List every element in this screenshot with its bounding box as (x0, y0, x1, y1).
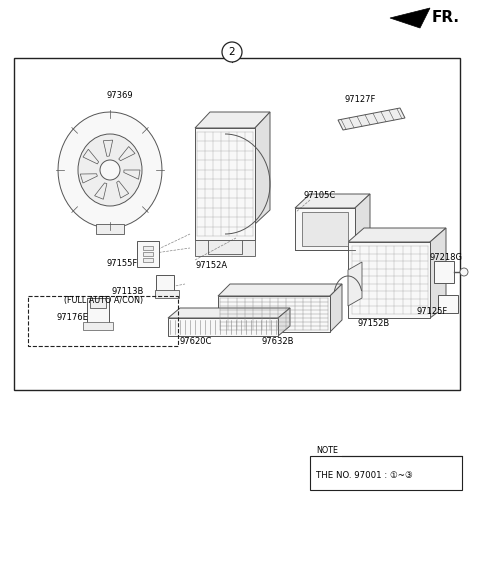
Polygon shape (80, 174, 97, 183)
Bar (156, 275, 174, 293)
Text: 97620C: 97620C (180, 338, 212, 347)
Text: 97105C: 97105C (304, 192, 336, 201)
Polygon shape (218, 284, 342, 296)
Text: 97218G: 97218G (430, 253, 463, 262)
Polygon shape (195, 128, 255, 240)
Polygon shape (168, 308, 290, 318)
Bar (87, 298, 109, 326)
Polygon shape (124, 170, 140, 179)
Text: THE NO. 97001 : ①~③: THE NO. 97001 : ①~③ (316, 470, 413, 479)
Polygon shape (168, 318, 278, 336)
Polygon shape (58, 112, 162, 228)
Polygon shape (195, 240, 255, 256)
Text: 97127F: 97127F (344, 96, 376, 105)
Polygon shape (117, 181, 129, 198)
Bar (96, 224, 124, 234)
Polygon shape (218, 296, 330, 332)
Bar (438, 295, 458, 313)
Polygon shape (338, 108, 405, 130)
Polygon shape (390, 8, 430, 28)
Text: 97176E: 97176E (56, 314, 88, 323)
Polygon shape (348, 228, 446, 242)
Bar (137, 241, 159, 267)
Ellipse shape (78, 134, 142, 206)
Polygon shape (95, 183, 107, 200)
Circle shape (222, 42, 242, 62)
Text: 2: 2 (228, 47, 235, 57)
Text: 97152A: 97152A (196, 261, 228, 270)
Circle shape (460, 268, 468, 276)
Text: 97632B: 97632B (262, 338, 294, 347)
Bar (83, 322, 113, 330)
Polygon shape (195, 112, 270, 128)
Bar (208, 240, 242, 254)
Circle shape (100, 160, 120, 180)
Text: 97152B: 97152B (358, 320, 390, 329)
Bar (155, 290, 179, 298)
Text: NOTE: NOTE (316, 446, 338, 455)
Text: 97369: 97369 (107, 92, 133, 101)
Polygon shape (278, 308, 290, 336)
Polygon shape (295, 208, 355, 250)
Text: 97125F: 97125F (416, 307, 448, 316)
Bar (143, 252, 153, 256)
Polygon shape (295, 194, 370, 208)
Bar (143, 246, 153, 250)
Bar (310, 456, 462, 490)
Polygon shape (330, 284, 342, 332)
Bar (90, 298, 106, 308)
Polygon shape (255, 112, 270, 224)
Text: 97155F: 97155F (107, 260, 138, 269)
Polygon shape (103, 140, 113, 156)
Polygon shape (430, 228, 446, 318)
Polygon shape (83, 149, 98, 164)
Bar (143, 258, 153, 262)
Polygon shape (348, 242, 430, 318)
Polygon shape (302, 212, 348, 246)
Polygon shape (119, 147, 135, 161)
Text: (FULL AUTO A/CON): (FULL AUTO A/CON) (64, 296, 144, 305)
Text: 97113B: 97113B (112, 288, 144, 297)
Bar (28, 296, 178, 346)
Polygon shape (355, 194, 370, 250)
Text: FR.: FR. (432, 11, 460, 25)
Bar (434, 261, 454, 283)
Bar (14, 58, 460, 390)
Polygon shape (348, 262, 362, 306)
